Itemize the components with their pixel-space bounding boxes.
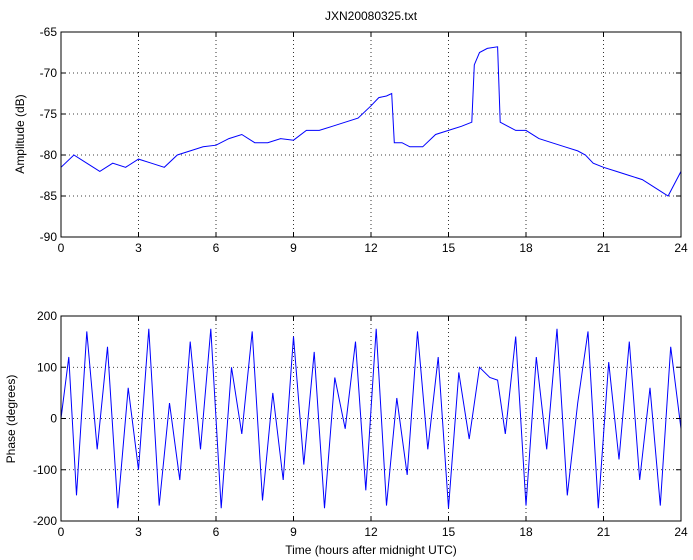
- plot-frame-top: [60, 31, 682, 238]
- top0-ytick-label: -90: [40, 230, 58, 244]
- x-axis-label: Time (hours after midnight UTC): [285, 543, 457, 557]
- top0-xtick-label: 21: [597, 241, 611, 255]
- bot1-xtick-label: 24: [674, 525, 688, 539]
- top0-xtick-label: 9: [290, 241, 297, 255]
- bot1-xtick-label: 0: [58, 525, 65, 539]
- bot1-xtick-label: 3: [135, 525, 142, 539]
- amplitude-chart: JXN20080325.txt Amplitude (dB) 0 3 6 9 12 15 1…: [13, 9, 688, 255]
- top0-ytick-label: -70: [40, 66, 58, 80]
- top0-ytick-label: -80: [40, 148, 58, 162]
- phase-chart: Phase (degrees) Time (hours after midnig…: [4, 309, 688, 557]
- top0-xtick-label: 18: [519, 241, 533, 255]
- y-axis-label-phase: Phase (degrees): [4, 375, 18, 464]
- top0-ytick-label: -85: [40, 189, 58, 203]
- bot1-xtick-label: 9: [290, 525, 297, 539]
- chart-title: JXN20080325.txt: [325, 9, 418, 23]
- top0-xtick-label: 0: [58, 241, 65, 255]
- bot1-xtick-label: 6: [213, 525, 220, 539]
- bot1-ytick-label: -200: [33, 514, 57, 528]
- bot1-xtick-label: 18: [519, 525, 533, 539]
- top0-xtick-label: 24: [674, 241, 688, 255]
- bot1-ytick-label: 200: [37, 309, 57, 323]
- top0-series-line: [60, 46, 682, 197]
- top0-xtick-label: 6: [213, 241, 220, 255]
- bot1-ytick-label: 0: [50, 412, 57, 426]
- top0-xtick-label: 15: [442, 241, 456, 255]
- bot1-ytick-label: 100: [37, 360, 57, 374]
- bot1-xtick-label: 21: [597, 525, 611, 539]
- bot1-xtick-label: 15: [442, 525, 456, 539]
- bot1-ytick-label: -100: [33, 463, 57, 477]
- bot1-series-line: [60, 328, 682, 509]
- top0-xtick-label: 12: [364, 241, 378, 255]
- y-axis-label-amplitude: Amplitude (dB): [13, 94, 27, 173]
- top0-xtick-label: 3: [135, 241, 142, 255]
- bot1-xtick-label: 12: [364, 525, 378, 539]
- top0-ytick-label: -65: [40, 25, 58, 39]
- top0-ytick-label: -75: [40, 107, 58, 121]
